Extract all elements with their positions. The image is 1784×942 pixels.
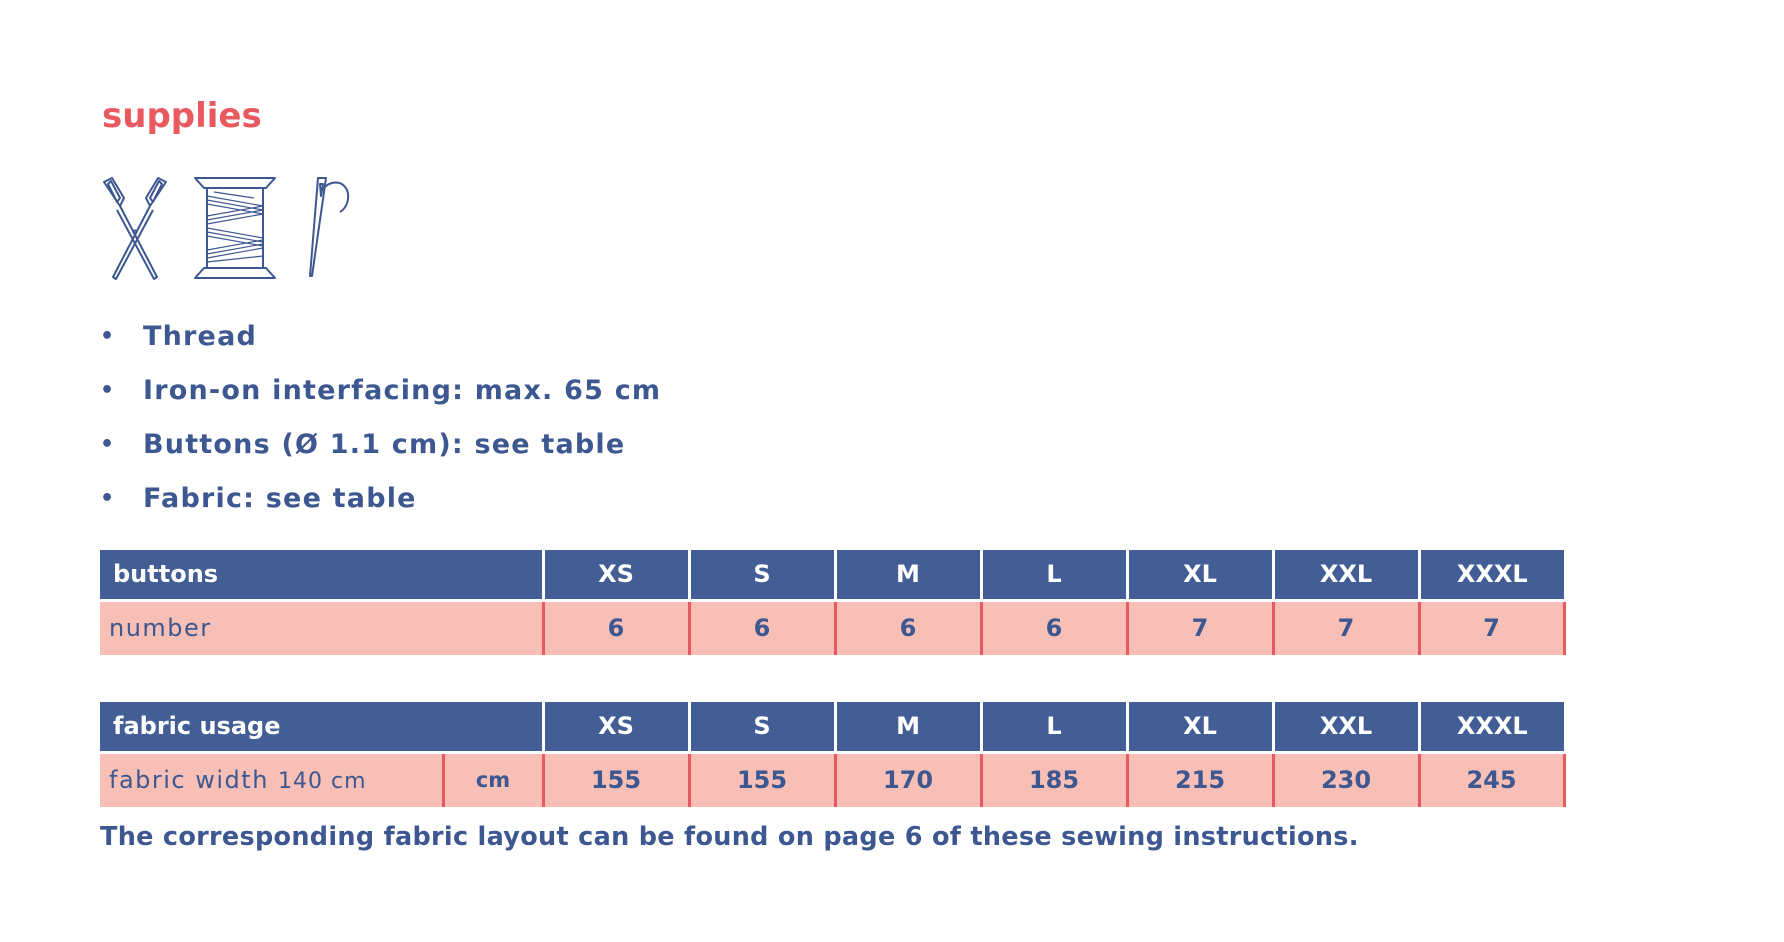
size-header: XXL xyxy=(1273,550,1421,602)
row-label: number xyxy=(100,600,543,655)
table-cell: 155 xyxy=(687,752,836,807)
table-cell: 245 xyxy=(1417,752,1566,807)
size-header: XS xyxy=(543,702,691,754)
thread-spool-icon xyxy=(194,177,276,279)
table-cell: 185 xyxy=(979,752,1128,807)
size-header: XXXL xyxy=(1419,702,1565,754)
size-header: XL xyxy=(1127,550,1275,602)
scissors-icon xyxy=(103,177,167,280)
bullet: • xyxy=(100,432,116,457)
list-item-text: Buttons (Ø 1.1 cm): see table xyxy=(143,429,626,460)
table-header-row: fabric usage XS S M L XL XXL XXXL xyxy=(100,702,1565,754)
row-label: fabric width 140 cm xyxy=(100,752,443,807)
table-cell: 155 xyxy=(541,752,690,807)
list-item: • Fabric: see table xyxy=(100,476,661,530)
table-cell: 7 xyxy=(1271,600,1419,655)
table-row: number 6 6 6 6 7 7 7 xyxy=(100,600,1566,655)
fabric-layout-note: The corresponding fabric layout can be f… xyxy=(100,822,1359,852)
size-header: M xyxy=(835,550,983,602)
table-cell: 6 xyxy=(687,600,835,655)
list-item: • Iron-on interfacing: max. 65 cm xyxy=(100,368,661,422)
size-header: L xyxy=(981,702,1129,754)
size-header: XS xyxy=(543,550,691,602)
unit-label: cm xyxy=(441,752,544,807)
fabric-usage-table: fabric usage XS S M L XL XXL XXXL fabric… xyxy=(100,702,1566,807)
list-item-text: Thread xyxy=(143,321,258,352)
size-header: XL xyxy=(1127,702,1275,754)
table-cell: 170 xyxy=(833,752,982,807)
size-header: S xyxy=(689,550,837,602)
size-header: XXXL xyxy=(1419,550,1564,602)
table-cell: 7 xyxy=(1417,600,1566,655)
buttons-table: buttons XS S M L XL XXL XXXL number 6 6 … xyxy=(100,550,1566,655)
list-item-text: Iron-on interfacing: max. 65 cm xyxy=(143,375,662,406)
list-item-text: Fabric: see table xyxy=(143,483,417,514)
size-header: S xyxy=(689,702,837,754)
table-row: fabric width 140 cm cm 155 155 170 185 2… xyxy=(100,752,1566,807)
list-item: • Buttons (Ø 1.1 cm): see table xyxy=(100,422,661,476)
bullet: • xyxy=(100,324,116,349)
bullet: • xyxy=(100,486,116,511)
row-label-text: fabric width xyxy=(109,766,279,795)
table-cell: 6 xyxy=(541,600,689,655)
table-title: buttons xyxy=(100,550,545,602)
table-cell: 215 xyxy=(1125,752,1274,807)
size-header: L xyxy=(981,550,1129,602)
size-header: M xyxy=(835,702,983,754)
supplies-list: • Thread • Iron-on interfacing: max. 65 cm… xyxy=(100,314,661,530)
list-item: • Thread xyxy=(100,314,661,368)
table-header-row: buttons XS S M L XL XXL XXXL xyxy=(100,550,1564,602)
bullet: • xyxy=(100,378,116,403)
table-cell: 230 xyxy=(1271,752,1420,807)
size-header: XXL xyxy=(1273,702,1421,754)
fabric-width-value: 140 cm xyxy=(278,769,367,795)
needle-icon xyxy=(309,177,350,277)
table-title: fabric usage xyxy=(100,702,545,754)
table-cell: 6 xyxy=(833,600,981,655)
table-cell: 6 xyxy=(979,600,1127,655)
section-title: supplies xyxy=(102,96,262,136)
table-cell: 7 xyxy=(1125,600,1273,655)
